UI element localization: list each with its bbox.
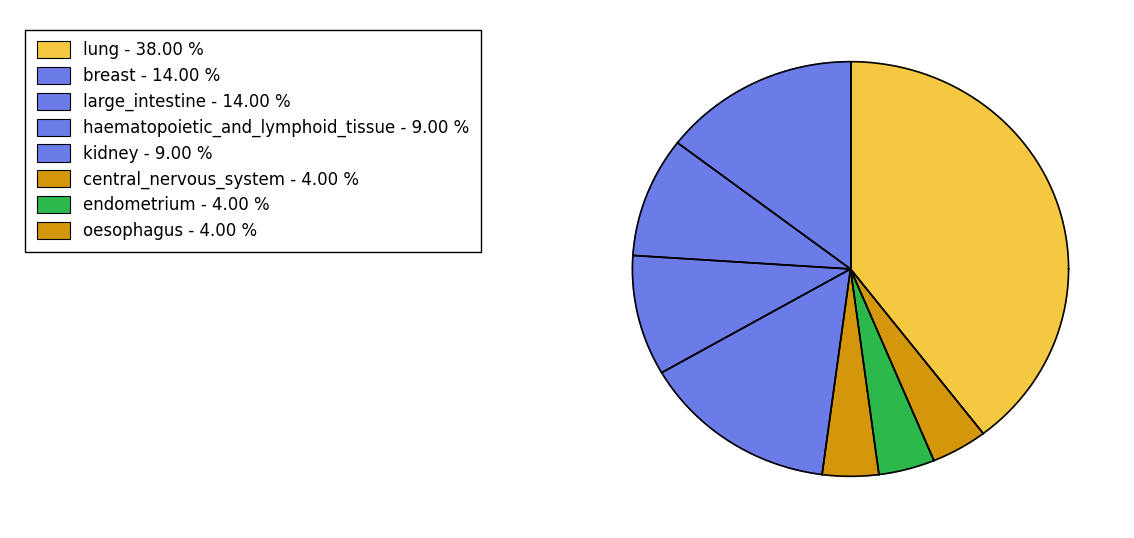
Polygon shape — [677, 62, 850, 269]
Polygon shape — [822, 269, 879, 476]
Polygon shape — [850, 269, 934, 475]
Polygon shape — [633, 143, 850, 269]
Polygon shape — [633, 256, 850, 373]
Legend: lung - 38.00 %, breast - 14.00 %, large_intestine - 14.00 %, haematopoietic_and_: lung - 38.00 %, breast - 14.00 %, large_… — [25, 30, 481, 252]
Polygon shape — [661, 269, 850, 475]
Polygon shape — [850, 269, 983, 461]
Polygon shape — [850, 62, 1068, 434]
